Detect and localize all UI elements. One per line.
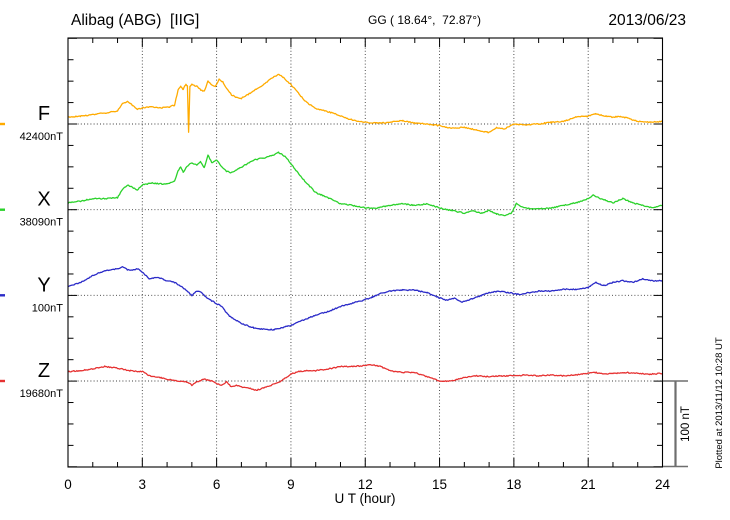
- x-tick-label: 15: [432, 477, 447, 492]
- series-baseline-value-Z: 19680nT: [20, 388, 64, 400]
- baseline-marker-F: [0, 122, 5, 126]
- x-tick-label: 21: [581, 477, 596, 492]
- x-tick-label: 24: [655, 477, 671, 492]
- x-tick-label: 3: [139, 477, 147, 492]
- trace-Z: [67, 363, 663, 392]
- series-letter-F: F: [38, 103, 50, 125]
- x-tick-label: 6: [213, 477, 221, 492]
- baseline-marker-Y: [0, 294, 5, 297]
- scale-bar-label: 100 nT: [680, 406, 692, 442]
- station-title: Alibag (ABG) [IIG]: [71, 12, 199, 29]
- trace-F: [67, 73, 663, 134]
- trace-Y: [67, 266, 663, 331]
- series-baseline-value-Y: 100nT: [32, 302, 63, 314]
- x-tick-label: 0: [64, 477, 72, 492]
- baseline-marker-X: [0, 208, 5, 211]
- series-letter-X: X: [37, 189, 50, 211]
- x-tick-label: 12: [358, 477, 373, 492]
- plotted-at-note: Plotted at 2013/11/12 10:28 UT: [714, 337, 725, 469]
- labels-layer: F 42400nT X 38090nT Y 100nT Z 19680nT 0 3 6 9 12 15 18…: [0, 103, 670, 492]
- axes-layer: [67, 37, 688, 468]
- trace-layer: [67, 73, 663, 392]
- x-tick-label: 18: [506, 477, 521, 492]
- grid-layer: [68, 38, 663, 467]
- series-baseline-value-X: 38090nT: [20, 217, 64, 229]
- series-letter-Z: Z: [38, 360, 50, 382]
- x-tick-label: 9: [287, 477, 295, 492]
- series-baseline-value-F: 42400nT: [20, 131, 64, 143]
- x-axis-label: U T (hour): [334, 491, 395, 506]
- series-letter-Y: Y: [37, 274, 50, 296]
- baseline-marker-Z: [0, 379, 5, 383]
- plot-date: 2013/06/23: [608, 12, 686, 29]
- geographic-coordinates: GG ( 18.64°, 72.87°): [368, 13, 481, 27]
- trace-X: [67, 151, 663, 217]
